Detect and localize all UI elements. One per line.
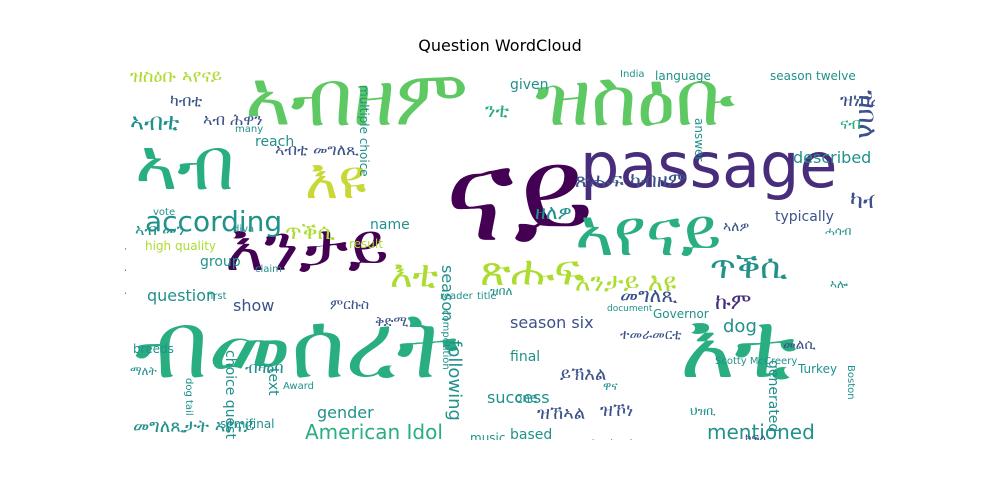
cloud-word: ተመራመርቲ [620, 327, 682, 343]
cloud-word: ህዝቢ [690, 404, 716, 418]
cloud-word: language [655, 69, 711, 83]
cloud-word: ዝስዕቡ [535, 60, 736, 144]
cloud-word: document [607, 304, 653, 314]
cloud-word: season six [510, 313, 594, 332]
cloud-word: semifinal [220, 417, 275, 431]
cloud-word: ቅድሚ [375, 314, 409, 330]
cloud-word: ጽሑፍ ካብዘም [575, 168, 687, 192]
cloud-word: ሓሳብ [825, 224, 852, 238]
cloud-word: ጥቕሲ [285, 220, 336, 245]
cloud-word: Boston [845, 365, 856, 400]
cloud-word: result [349, 237, 383, 251]
cloud-word: ማለት [130, 364, 157, 378]
word-cloud: ኣብዘም ዝስዕቡ ኣብ ናይ passage እዩ እንታይ ኣየናይ ብመሰረት እቲ acco… [125, 60, 875, 440]
cloud-word: መግለጺ [620, 283, 678, 307]
cloud-word: ብዛዕባ [245, 358, 284, 377]
cloud-word: እቲ [390, 252, 439, 296]
cloud-word: contestants [570, 438, 641, 440]
cloud-word: ኣብ መን [135, 220, 186, 239]
cloud-word: ዝበለ [490, 284, 513, 298]
cloud-word: ብመሰረት [135, 292, 459, 399]
cloud-word: reader [440, 291, 473, 302]
cloud-word: title [477, 291, 497, 302]
cloud-word: ኣየናይ [575, 194, 722, 271]
cloud-word: ጽሑፍ [480, 246, 583, 295]
cloud-word: ክፍሊ [745, 431, 769, 440]
cloud-word: American Idol [305, 420, 443, 440]
cloud-word: music [470, 431, 506, 440]
cloud-word: reach [255, 134, 295, 150]
cloud-word: breeds [133, 342, 174, 356]
cloud-word: one [515, 391, 538, 405]
cloud-word: show [233, 296, 275, 315]
cloud-word: passage [580, 129, 838, 202]
cloud-word: ኣሎ [830, 277, 848, 291]
cloud-word: ካብቲ [850, 186, 875, 214]
cloud-word: dog [723, 316, 757, 337]
cloud-word: generated [765, 360, 781, 433]
cloud-word: መልሲ [783, 337, 816, 353]
cloud-word: ኣብቲ መግለጺ [275, 140, 359, 159]
cloud-word: first [207, 291, 227, 302]
cloud-word: multiple choice [357, 85, 371, 177]
cloud-word: many [235, 124, 264, 135]
cloud-word: season twelve [770, 69, 856, 83]
cloud-word: mentioned [707, 420, 815, 440]
cloud-word: described [793, 148, 872, 167]
cloud-word: diva [233, 224, 255, 235]
cloud-word: ይኽእል [560, 364, 607, 385]
chart-title: Question WordCloud [418, 36, 582, 55]
cloud-word: Governor [653, 307, 709, 321]
cloud-word: ናይ [445, 119, 594, 271]
cloud-word: claim [255, 264, 282, 275]
cloud-word: group [200, 254, 241, 270]
cloud-word: question [147, 286, 217, 305]
cloud-word: final [510, 349, 541, 365]
cloud-word: እንታይ እዩ [575, 268, 677, 298]
cloud-word: Scotty McCreery [715, 356, 798, 367]
cloud-word: typically [775, 209, 834, 225]
cloud-word: እንታይ [225, 209, 389, 286]
cloud-word: ጥቕሲ [710, 247, 788, 287]
cloud-word: answer [692, 118, 706, 162]
cloud-word: gender [317, 403, 374, 422]
cloud-word: ዘለዎ [535, 200, 572, 224]
cloud-word: ኣለዎ [723, 219, 750, 235]
cloud-word: Turkey [798, 362, 838, 376]
cloud-word: Award [283, 381, 315, 392]
cloud-word: ዝስዕቡ ኣየናይ [130, 66, 222, 87]
cloud-word: መግለጺታት ኣየናይ [133, 416, 255, 437]
cloud-word: ዋና [603, 379, 618, 393]
cloud-word: India [620, 69, 645, 80]
cloud-word: ኣብ ሕዋን [203, 110, 263, 129]
cloud-word: ኣብዘም [245, 60, 468, 144]
cloud-word: ዝነበረ [840, 90, 875, 111]
cloud-word: high quality [145, 239, 217, 253]
cloud-word: success [487, 388, 550, 407]
cloud-word: ንቲ [485, 98, 509, 122]
cloud-word: እዩ [305, 147, 367, 212]
cloud-word: ዝኾነ [600, 400, 634, 421]
cloud-word: ምርኩስ [330, 297, 370, 313]
cloud-word: given [510, 77, 549, 93]
cloud-word: ኣብቲ [130, 108, 180, 136]
cloud-word: based [510, 427, 553, 440]
cloud-word: ኩም [715, 290, 752, 315]
cloud-word: ዝኸኣል [537, 403, 586, 424]
cloud-word: according [145, 205, 283, 238]
cloud-word: dog tail [183, 378, 194, 416]
cloud-word: vote [153, 207, 176, 218]
cloud-word: ናብ [840, 114, 861, 133]
cloud-word: many contestants [125, 178, 128, 305]
cloud-word: እቲ [680, 292, 797, 399]
cloud-word: name [370, 217, 410, 233]
cloud-word: competition [440, 310, 451, 370]
cloud-word: ኣብ [135, 122, 235, 206]
cloud-word: ካብቲ [170, 91, 203, 110]
